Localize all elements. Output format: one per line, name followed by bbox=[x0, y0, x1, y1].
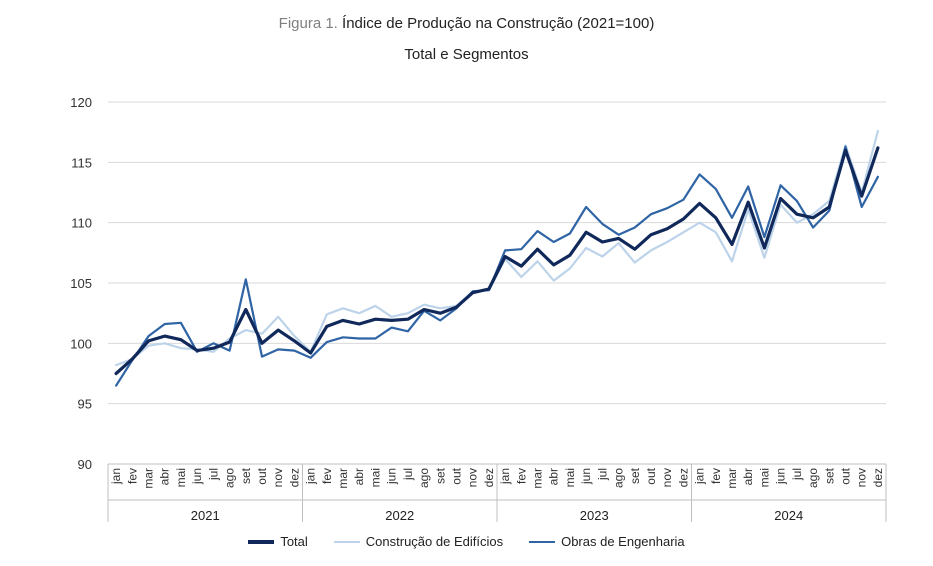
x-tick-label: jul bbox=[401, 468, 415, 481]
y-tick-label: 95 bbox=[78, 397, 92, 412]
legend-item: Construção de Edifícios bbox=[333, 534, 504, 549]
x-tick-label: abr bbox=[547, 468, 561, 485]
x-tick-label: fev bbox=[514, 468, 528, 484]
year-label: 2021 bbox=[191, 508, 220, 523]
x-tick-label: jul bbox=[595, 468, 609, 481]
legend-item: Obras de Engenharia bbox=[529, 534, 685, 549]
legend-label: Total bbox=[280, 534, 308, 549]
x-tick-label: nov bbox=[855, 468, 869, 487]
x-tick-label: dez bbox=[482, 468, 496, 487]
x-axis: jan fev mar abr mai jun jul ago set out nov dez jan f… bbox=[107, 464, 887, 523]
x-tick-label: jun bbox=[579, 468, 593, 485]
x-tick-label: dez bbox=[287, 468, 301, 487]
x-tick-label: mai bbox=[563, 468, 577, 487]
x-tick-label: jan bbox=[693, 468, 707, 485]
chart-subtitle: Total e Segmentos bbox=[404, 46, 529, 63]
x-tick-label: mai bbox=[757, 468, 771, 487]
legend-item: Total bbox=[248, 534, 308, 549]
y-tick-label: 105 bbox=[70, 276, 92, 291]
figure-number: Figura 1. bbox=[278, 15, 338, 32]
x-tick-label: mar bbox=[725, 468, 739, 489]
legend: Total Construção de Edifícios Obras de Eng… bbox=[0, 534, 933, 549]
x-tick-label: jan bbox=[109, 468, 123, 485]
legend-swatch bbox=[529, 540, 556, 543]
x-tick-label: abr bbox=[158, 468, 172, 485]
x-tick-label: fev bbox=[320, 468, 334, 484]
x-tick-label: mar bbox=[531, 468, 545, 489]
x-tick-label: jun bbox=[774, 468, 788, 485]
x-tick-label: jun bbox=[385, 468, 399, 485]
x-tick-label: out bbox=[255, 467, 269, 484]
x-tick-label: jul bbox=[790, 468, 804, 481]
x-tick-label: out bbox=[838, 467, 852, 484]
x-tick-label: ago bbox=[806, 468, 820, 488]
x-tick-label: fev bbox=[125, 468, 139, 484]
x-tick-label: jun bbox=[190, 468, 204, 485]
year-label: 2024 bbox=[774, 508, 803, 523]
x-tick-label: nov bbox=[466, 468, 480, 487]
legend-label: Obras de Engenharia bbox=[561, 534, 685, 549]
chart-title-text: Índice de Produção na Construção (2021=1… bbox=[342, 15, 655, 32]
x-tick-label: ago bbox=[612, 468, 626, 488]
x-tick-label: set bbox=[433, 467, 447, 484]
x-tick-label: jan bbox=[498, 468, 512, 485]
y-axis: 90 95 100 105 110 115 120 bbox=[70, 95, 92, 472]
x-tick-label: abr bbox=[741, 468, 755, 485]
series-lines bbox=[114, 129, 880, 387]
y-tick-label: 90 bbox=[78, 457, 92, 472]
gridlines bbox=[108, 101, 886, 465]
legend-swatch bbox=[248, 539, 275, 544]
x-tick-label: abr bbox=[352, 468, 366, 485]
x-tick-label: fev bbox=[709, 468, 723, 484]
y-tick-label: 100 bbox=[70, 336, 92, 351]
x-tick-label: nov bbox=[271, 468, 285, 487]
year-label: 2022 bbox=[385, 508, 414, 523]
x-tick-label: mar bbox=[142, 468, 156, 489]
legend-swatch bbox=[333, 540, 360, 543]
y-tick-label: 110 bbox=[71, 216, 92, 231]
x-tick-label: dez bbox=[676, 468, 690, 487]
x-tick-label: ago bbox=[417, 468, 431, 488]
x-tick-label: jan bbox=[304, 468, 318, 485]
year-label: 2023 bbox=[580, 508, 609, 523]
y-tick-label: 115 bbox=[71, 155, 92, 170]
series-line-obras-de-engenharia bbox=[114, 145, 880, 387]
chart-title: Figura 1. Índice de Produção na Construç… bbox=[0, 15, 933, 32]
x-tick-label: ago bbox=[223, 468, 237, 488]
x-tick-label: mai bbox=[174, 468, 188, 487]
x-tick-label: mai bbox=[368, 468, 382, 487]
x-tick-label: mar bbox=[336, 468, 350, 489]
x-tick-label: set bbox=[822, 467, 836, 484]
x-tick-label: set bbox=[239, 467, 253, 484]
x-tick-label: out bbox=[449, 467, 463, 484]
y-tick-label: 120 bbox=[70, 95, 92, 110]
x-tick-label: jul bbox=[206, 468, 220, 481]
x-tick-label: out bbox=[644, 467, 658, 484]
x-tick-label: dez bbox=[871, 468, 885, 487]
series-line-total bbox=[114, 146, 880, 376]
x-tick-label: set bbox=[628, 467, 642, 484]
x-tick-label: nov bbox=[660, 468, 674, 487]
legend-label: Construção de Edifícios bbox=[365, 534, 504, 549]
